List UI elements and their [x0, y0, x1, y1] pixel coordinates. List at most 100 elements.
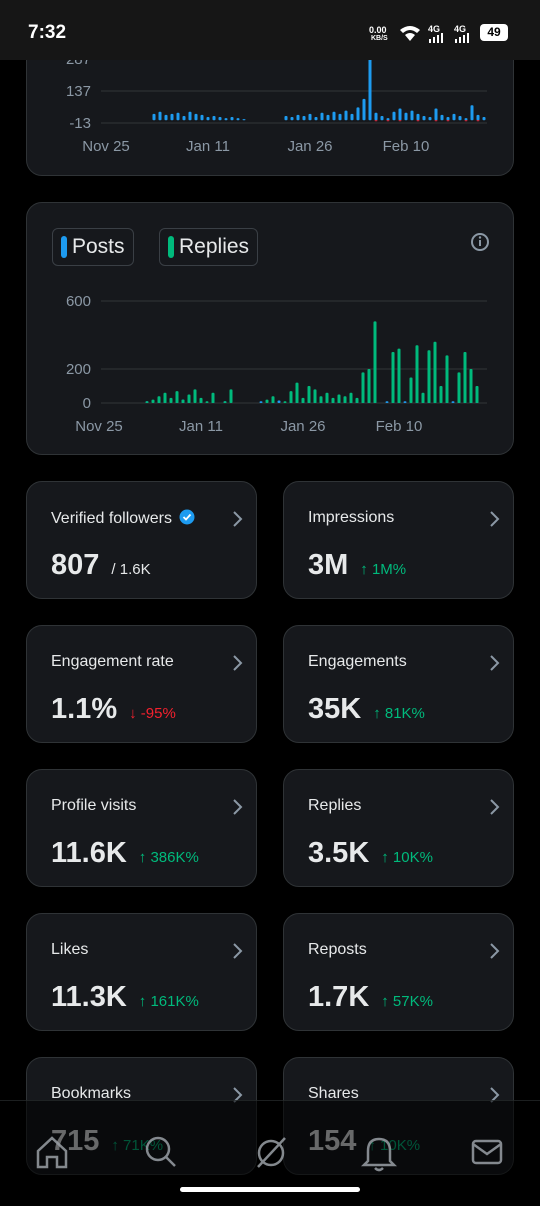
bar — [289, 391, 293, 403]
verified-badge — [179, 509, 195, 525]
legend-item[interactable]: Posts — [52, 228, 134, 266]
stat-number: 1.1% — [51, 693, 118, 725]
bar-chart: 0 200 600 Nov 25 Jan 11 Jan 26 Feb 10 — [66, 293, 487, 435]
bar — [223, 401, 227, 403]
stat-card[interactable]: Impressions 3M ↑ 1M% — [283, 481, 514, 599]
badge-circle — [179, 509, 195, 525]
bar — [392, 111, 396, 121]
bar — [404, 112, 408, 121]
bar — [374, 120, 378, 122]
stat-number: 11.6K — [51, 837, 127, 869]
chevron — [490, 943, 500, 959]
bar — [301, 397, 305, 403]
bar — [169, 397, 173, 403]
stat-card[interactable]: Profile visits 11.6K ↑ 386K% — [26, 769, 257, 887]
bar — [385, 401, 389, 403]
stat-card[interactable]: Engagement rate 1.1% ↓ -95% — [26, 625, 257, 743]
bar — [409, 377, 413, 403]
bell-icon[interactable] — [360, 1137, 398, 1172]
activity-chart-card: 0 200 600 Nov 25 Jan 11 Jan 26 Feb 10 Posts Repl… — [26, 202, 514, 455]
bar — [229, 389, 233, 403]
x-tick-label: Nov 25 — [75, 418, 123, 435]
chevron — [233, 799, 243, 815]
bar — [458, 115, 462, 121]
signal-icon — [429, 33, 443, 43]
chevron — [233, 1087, 243, 1103]
battery: 49 — [480, 24, 508, 41]
bar — [386, 118, 390, 121]
stat-value: 807 / 1.6K — [51, 549, 151, 582]
bar — [368, 49, 372, 121]
bar — [259, 401, 263, 403]
bar — [236, 118, 240, 121]
stat-title: Shares — [308, 1085, 359, 1102]
bar — [464, 120, 468, 122]
mail-icon[interactable] — [471, 1139, 503, 1165]
info-icon[interactable] — [469, 231, 491, 253]
y-tick-label: 600 — [66, 293, 91, 310]
bar — [374, 112, 378, 121]
stat-label: Engagement rate — [51, 653, 174, 671]
bar — [338, 113, 342, 121]
bar — [200, 114, 204, 121]
search-icon[interactable] — [145, 1136, 176, 1167]
bar — [445, 355, 449, 403]
bar — [296, 114, 300, 121]
bar — [302, 115, 306, 121]
stat-total: / 1.6K — [111, 561, 151, 578]
grok-icon[interactable] — [257, 1137, 286, 1168]
stat-card[interactable]: Likes 11.3K ↑ 161K% — [26, 913, 257, 1031]
wifi-icon — [400, 26, 420, 41]
chevron-path — [490, 511, 500, 527]
legend-swatch — [168, 236, 174, 258]
bar — [164, 114, 168, 121]
stat-number: 807 — [51, 549, 100, 581]
bar — [475, 386, 479, 403]
badge-check — [182, 513, 192, 521]
bar — [319, 396, 323, 403]
stat-title: Reposts — [308, 941, 367, 958]
chevron-path — [490, 943, 500, 959]
bar — [446, 120, 450, 122]
bar — [373, 321, 377, 403]
stat-value: 1.1% ↓ -95% — [51, 693, 176, 726]
legend-item[interactable]: Replies — [159, 228, 259, 266]
bar — [284, 115, 288, 121]
bar — [158, 111, 162, 121]
bar — [199, 397, 203, 403]
stat-card[interactable]: Reposts 1.7K ↑ 57K% — [283, 913, 514, 1031]
bar — [332, 111, 336, 121]
stat-change: ↑ 386K% — [138, 849, 199, 866]
stat-title: Replies — [308, 797, 362, 814]
signal-label: 4G — [454, 24, 467, 34]
chevron-path — [233, 655, 243, 671]
bar — [182, 115, 186, 121]
bar — [476, 114, 480, 121]
bar — [211, 392, 215, 403]
y-tick-label: 200 — [66, 361, 91, 378]
nav-icons — [36, 1136, 503, 1192]
stat-card[interactable]: Replies 3.5K ↑ 10K% — [283, 769, 514, 887]
stat-change: ↓ -95% — [129, 705, 176, 722]
x-tick-label: Feb 10 — [376, 418, 423, 435]
bar — [277, 400, 281, 403]
bar — [434, 120, 438, 122]
status-bar: 7:32 0.00 KB/S 4G 4G 49 — [0, 0, 540, 60]
home-icon[interactable] — [36, 1136, 68, 1169]
stat-change: ↑ 1M% — [360, 561, 407, 578]
stat-card[interactable]: Verified followers 807 / 1.6K — [26, 481, 257, 599]
bar — [194, 113, 198, 121]
bar — [145, 401, 149, 403]
bar — [422, 115, 426, 121]
bar — [350, 113, 354, 121]
chevron-path — [490, 655, 500, 671]
bar — [308, 113, 312, 121]
chevron-path — [233, 799, 243, 815]
bar — [457, 372, 461, 403]
chevron-path — [490, 1087, 500, 1103]
stat-card[interactable]: Engagements 35K ↑ 81K% — [283, 625, 514, 743]
bar — [386, 120, 390, 122]
bar — [218, 117, 222, 121]
bar — [452, 113, 456, 121]
